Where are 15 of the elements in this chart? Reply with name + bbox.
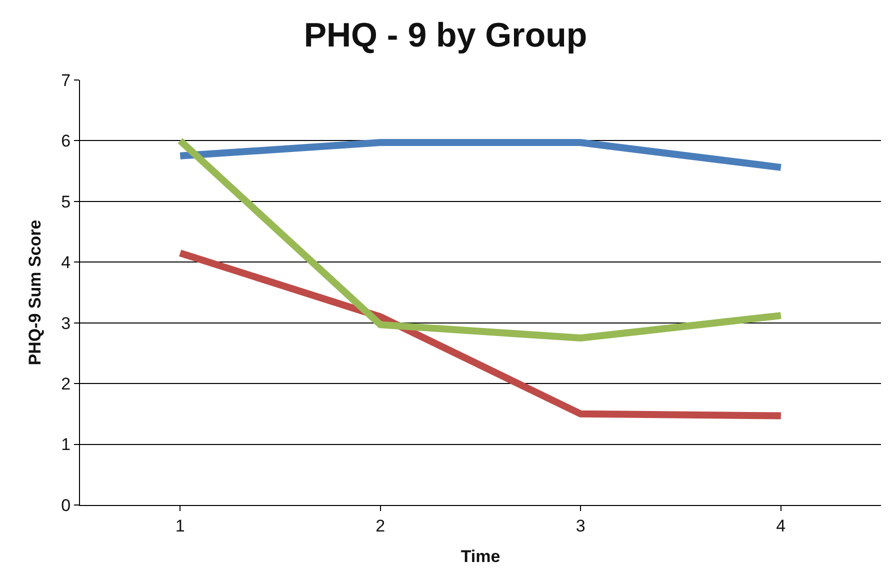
y-axis-title: PHQ-9 Sum Score (26, 220, 45, 366)
y-tick-label: 7 (61, 70, 71, 90)
y-tick-label: 3 (61, 314, 71, 333)
chart-title: PHQ - 9 by Group (304, 16, 588, 55)
x-tick-label: 3 (576, 516, 586, 536)
x-tick-label: 4 (776, 516, 786, 536)
y-tick-label: 4 (61, 253, 71, 272)
x-tick-label: 2 (376, 516, 386, 536)
y-tick-label: 5 (61, 192, 71, 212)
y-tick-label: 0 (61, 496, 71, 515)
y-tick-label: 2 (61, 374, 71, 394)
x-tick-label: 1 (175, 516, 185, 536)
y-tick-label: 1 (61, 435, 71, 454)
x-axis-title: Time (460, 546, 500, 566)
y-tick-label: 6 (61, 132, 71, 151)
